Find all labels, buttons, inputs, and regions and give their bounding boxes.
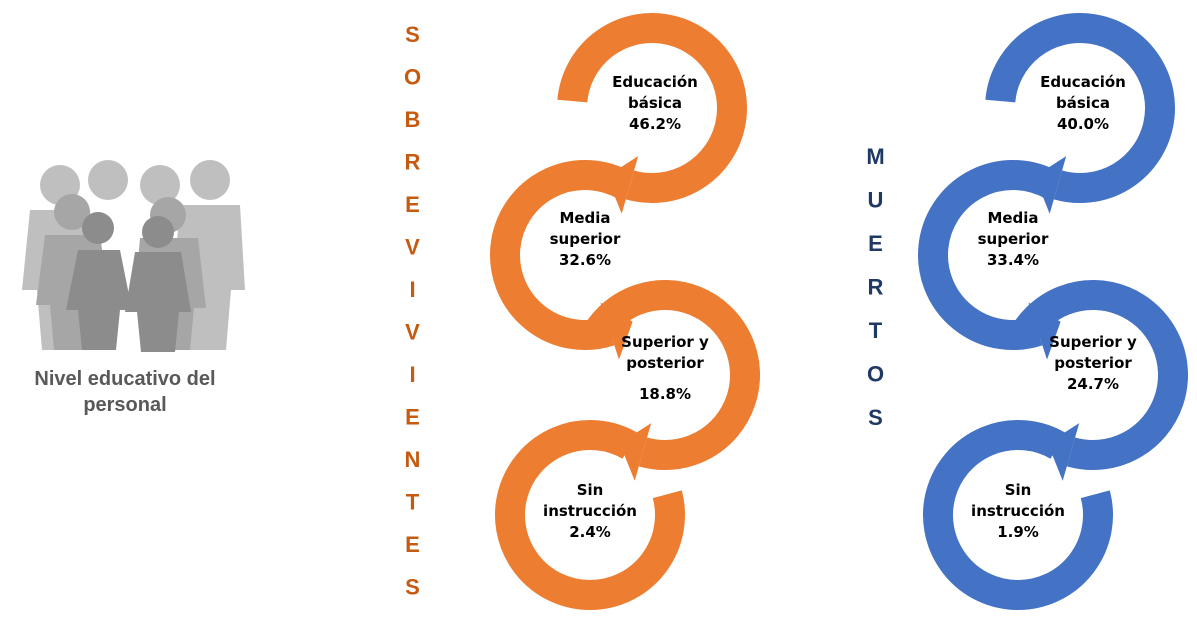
stage-name: Media superior [978,209,1049,248]
page: Nivel educativo del personal SOBREVIVIEN… [0,0,1197,627]
infographic: Nivel educativo del personal SOBREVIVIEN… [0,0,1197,627]
stage-value: 18.8% [605,384,725,405]
stage-value: 33.4% [953,250,1073,271]
stage-value: 46.2% [595,114,715,135]
stage-name: Educación básica [1040,73,1126,112]
stage-value: 32.6% [525,250,645,271]
stage-value: 24.7% [1033,374,1153,395]
stage-name: Sin instrucción [543,481,637,520]
stage-name: Superior y posterior [621,333,709,372]
people-icon [22,160,245,352]
stage-label: Superior y posterior 18.8% [605,332,725,405]
stage-value: 40.0% [1023,114,1143,135]
stage-name: Educación básica [612,73,698,112]
title: Nivel educativo del personal [0,366,250,418]
group-name: SOBREVIVIENTES [399,22,425,617]
group-name: MUERTOS [862,144,888,449]
stage-value: 2.4% [530,522,650,543]
stage-value: 1.9% [958,522,1078,543]
stage-name: Sin instrucción [971,481,1065,520]
stage-name: Superior y posterior [1049,333,1137,372]
stage-name: Media superior [550,209,621,248]
